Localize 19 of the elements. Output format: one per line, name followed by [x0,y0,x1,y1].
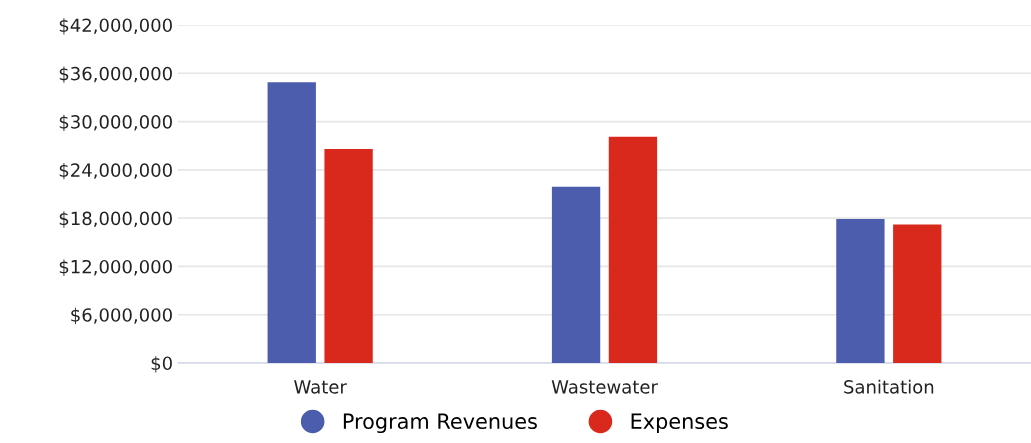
bar [267,82,316,363]
y-tick-label: $12,000,000 [59,259,172,276]
y-tick-label: $24,000,000 [59,163,172,180]
y-tick-label: $30,000,000 [59,114,172,132]
bar [324,148,373,363]
x-tick-label: Sanitation [844,379,934,394]
bar [836,218,885,363]
legend-label: Expenses [631,413,728,434]
bar [893,224,942,363]
y-tick-label: $0 [151,356,172,373]
bar [551,186,601,363]
x-tick-label: Water [294,380,347,394]
y-tick-label: $36,000,000 [59,66,172,83]
legend-label: Program Revenues [343,413,537,434]
y-tick-label: $18,000,000 [59,211,172,228]
y-tick-label: $6,000,000 [71,307,172,325]
x-tick-label: Wastewater [551,380,658,394]
y-tick-label: $42,000,000 [59,18,172,35]
bar [608,136,658,363]
